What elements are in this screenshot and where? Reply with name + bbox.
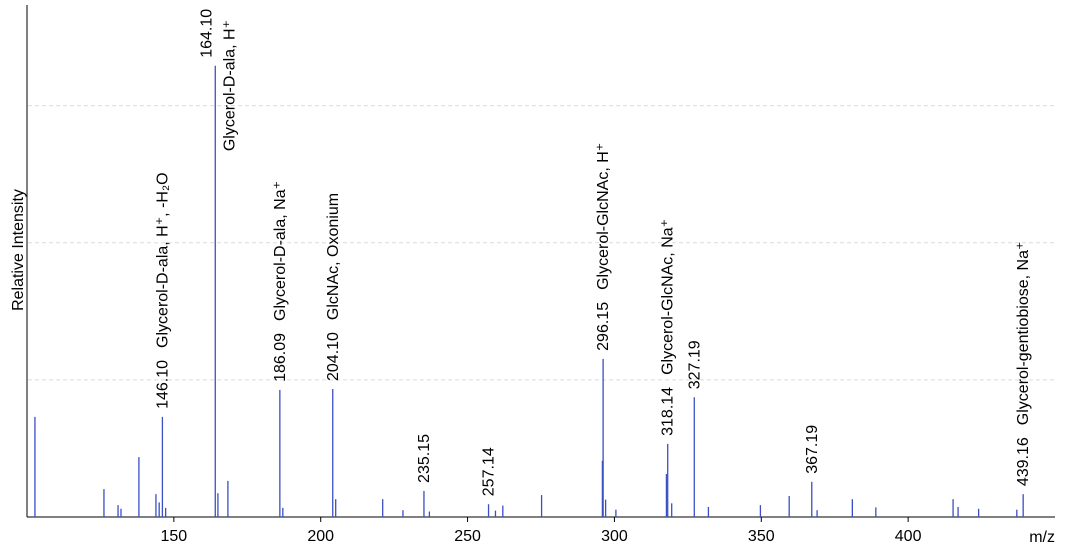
- peak-mz-label: 164.10: [198, 9, 215, 58]
- peak-annotation: Glycerol-D-ala, H⁺: [221, 20, 238, 151]
- peak-mz-label: 257.14: [481, 447, 498, 496]
- peak-mz-label: 146.10: [154, 360, 171, 409]
- x-tick-label: 250: [454, 528, 481, 545]
- x-tick-label: 150: [161, 528, 188, 545]
- peak-mz-label: 367.19: [804, 425, 821, 474]
- peak-mz-label: 327.19: [686, 340, 703, 389]
- peak-annotation: Glycerol-D-ala, H⁺, -H₂O: [154, 172, 171, 348]
- peak-mz-label: 439.16: [1015, 437, 1032, 486]
- x-tick-label: 300: [601, 528, 628, 545]
- x-tick-label: 200: [307, 528, 334, 545]
- peak-mz-label: 296.15: [595, 302, 612, 351]
- peak-annotation: Glycerol-GlcNAc, Na⁺: [660, 219, 677, 375]
- peak-annotation: Glycerol-GlcNAc, H⁺: [595, 143, 612, 290]
- peak-annotation: Glycerol-gentiobiose, Na⁺: [1015, 242, 1032, 426]
- x-axis-title: m/z: [1029, 529, 1055, 545]
- peak-mz-label: 204.10: [325, 332, 342, 381]
- x-tick-label: 350: [748, 528, 775, 545]
- peak-mz-label: 318.14: [660, 387, 677, 436]
- peak-annotation: Glycerol-D-ala, Na⁺: [272, 181, 289, 321]
- y-axis-title: Relative Intensity: [10, 189, 27, 311]
- peak-mz-label: 235.15: [416, 434, 433, 483]
- x-tick-label: 400: [895, 528, 922, 545]
- peak-annotation: GlcNAc, Oxonium: [325, 193, 342, 320]
- peak-mz-label: 186.09: [272, 333, 289, 382]
